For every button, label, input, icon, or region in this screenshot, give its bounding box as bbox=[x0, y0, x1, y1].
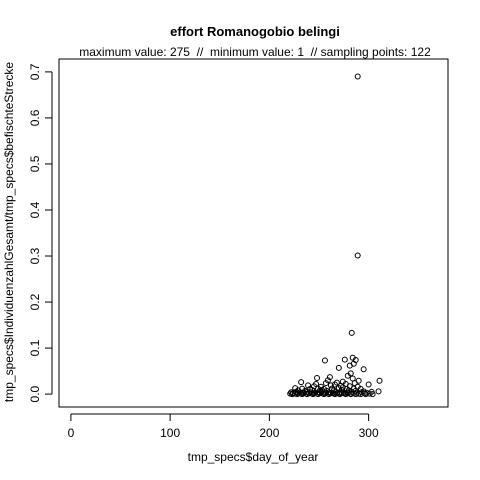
chart-subtitle: maximum value: 275 // minimum value: 1 /… bbox=[79, 45, 431, 59]
data-point bbox=[341, 356, 348, 363]
y-tick-label: 0.3 bbox=[28, 247, 42, 264]
data-point bbox=[327, 382, 334, 389]
y-tick-label: 0.5 bbox=[28, 155, 42, 172]
data-point bbox=[339, 384, 346, 391]
data-point bbox=[365, 381, 372, 388]
y-tick-label: 0.0 bbox=[28, 385, 42, 402]
data-point bbox=[354, 73, 361, 80]
data-point bbox=[375, 388, 382, 395]
y-tick-label: 0.4 bbox=[28, 201, 42, 218]
data-point bbox=[313, 380, 320, 387]
y-tick-label: 0.1 bbox=[28, 339, 42, 356]
x-tick-label: 300 bbox=[359, 426, 379, 440]
y-tick-label: 0.6 bbox=[28, 109, 42, 126]
data-point bbox=[331, 381, 338, 388]
plot-frame bbox=[58, 58, 449, 408]
data-points bbox=[287, 73, 383, 398]
data-point bbox=[348, 329, 355, 336]
x-tick-label: 200 bbox=[259, 426, 279, 440]
data-point bbox=[298, 379, 305, 386]
chart-title: effort Romanogobio belingi bbox=[170, 24, 340, 39]
data-point bbox=[336, 391, 343, 398]
data-point bbox=[311, 390, 318, 397]
data-point bbox=[354, 252, 361, 259]
data-point bbox=[335, 364, 342, 371]
data-point bbox=[366, 390, 373, 397]
data-point bbox=[369, 391, 376, 398]
data-point bbox=[362, 391, 369, 398]
data-point bbox=[314, 375, 321, 381]
data-point bbox=[351, 380, 358, 387]
data-point bbox=[321, 357, 328, 364]
data-point bbox=[318, 386, 325, 393]
data-point bbox=[304, 391, 311, 398]
data-point bbox=[300, 390, 307, 397]
x-tick-label: 0 bbox=[68, 426, 75, 440]
data-point bbox=[321, 390, 328, 397]
data-point bbox=[376, 377, 383, 384]
y-axis-label: tmp_specs$IndividuenzahlGesamt/tmp_specs… bbox=[2, 62, 16, 403]
data-point bbox=[360, 366, 367, 373]
data-point bbox=[335, 385, 342, 392]
x-axis-label: tmp_specs$day_of_year bbox=[188, 450, 319, 464]
y-tick-label: 0.2 bbox=[28, 293, 42, 310]
data-point bbox=[315, 391, 322, 398]
x-axis: 0 100 200 300 bbox=[68, 413, 379, 440]
x-tick-label: 100 bbox=[160, 426, 180, 440]
y-axis: 0.0 0.1 0.2 0.3 0.4 0.5 0.6 0.7 bbox=[28, 63, 53, 402]
y-tick-label: 0.7 bbox=[28, 63, 42, 80]
data-point bbox=[346, 362, 353, 369]
data-point bbox=[325, 391, 332, 398]
data-point bbox=[324, 377, 331, 384]
data-point bbox=[347, 370, 354, 377]
